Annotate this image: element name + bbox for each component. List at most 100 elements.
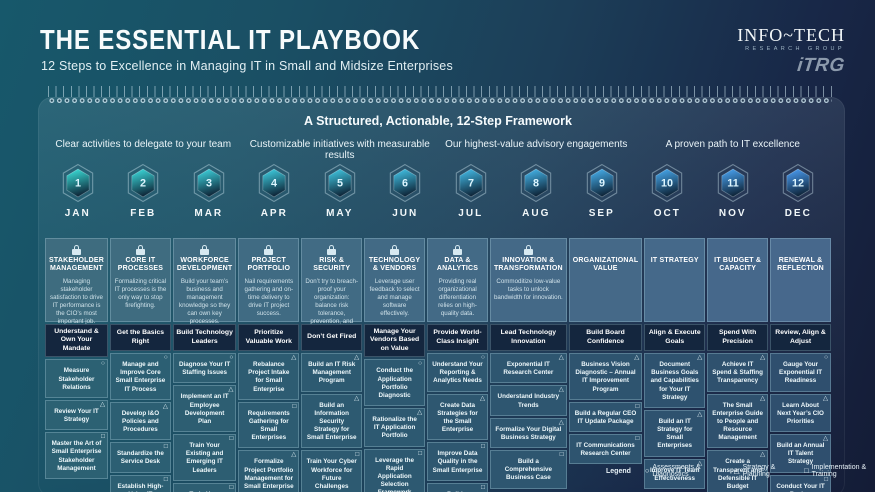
month-column: WORKFORCE DEVELOPMENT Build your team’s … bbox=[172, 238, 237, 492]
month-column: INNOVATION & TRANSFORMATION Commoditize … bbox=[489, 238, 567, 489]
column-headline: Build Board Confidence bbox=[568, 324, 643, 351]
item-text: Formalize Project Portfolio Management f… bbox=[243, 458, 294, 490]
category-header: IT BUDGET & CAPACITY bbox=[707, 238, 769, 322]
category-title: ORGANIZATIONAL VALUE bbox=[572, 257, 639, 273]
item-text: Create a Transparent and Defensible IT B… bbox=[713, 458, 763, 490]
item-marker-icon: ○ bbox=[229, 354, 234, 361]
month-label: JAN bbox=[64, 208, 91, 219]
item-text: The Small Enterprise Guide to People and… bbox=[712, 401, 764, 442]
hexagon-fill bbox=[590, 168, 614, 198]
playbook-item: △ Achieve IT Spend & Staffing Transparen… bbox=[707, 353, 769, 392]
playbook-item: △ Implement an IT Employee Development P… bbox=[172, 385, 237, 433]
category-header: TECHNOLOGY & VENDORS Leverage user feedb… bbox=[364, 238, 426, 322]
item-text: Train Your Cyber Workforce for Future Ch… bbox=[306, 458, 357, 490]
playbook-item: △ Formalize Your Digital Business Strate… bbox=[489, 417, 567, 449]
item-text: Create Data Strategies for the Small Ent… bbox=[437, 401, 478, 434]
category-header: IT STRATEGY bbox=[644, 238, 706, 322]
playbook-item: △ Improve IT Team Effectiveness bbox=[644, 458, 706, 489]
item-text: Establish High-Value IT Performance Dash… bbox=[117, 482, 164, 492]
month-hexagon-badge: 8 bbox=[521, 163, 552, 203]
framework-group-label: A proven path to IT excellence bbox=[665, 139, 800, 150]
hexagon-fill bbox=[524, 168, 548, 198]
item-marker-icon: ○ bbox=[163, 354, 168, 361]
item-text: Build a Comprehensive Business Case bbox=[504, 458, 552, 482]
item-text: Master the Art of Small Enterprise Stake… bbox=[51, 440, 102, 472]
hexagon-fill bbox=[328, 168, 352, 198]
category-header: DATA & ANALYTICS Providing real organiza… bbox=[427, 238, 488, 322]
item-marker-icon: △ bbox=[697, 354, 703, 361]
playbook-item: □ Train Your Cyber Workforce for Future … bbox=[301, 450, 363, 492]
hexagon-outline bbox=[652, 163, 683, 203]
hexagon-outline bbox=[259, 163, 290, 203]
item-marker-icon: △ bbox=[697, 459, 703, 467]
playbook-item: □ Build a Comprehensive Business Case bbox=[489, 450, 567, 489]
item-marker-icon: □ bbox=[559, 451, 564, 459]
column-headline: Understand & Own Your Mandate bbox=[45, 324, 108, 358]
month-hexagon-badge: 2 bbox=[128, 163, 159, 203]
item-text: Build a Regular CEO IT Update Package bbox=[574, 409, 637, 425]
playbook-item: ○ Diagnose Your IT Staffing Issues bbox=[172, 353, 237, 384]
item-marker-icon: △ bbox=[228, 386, 234, 394]
category-title: IT BUDGET & CAPACITY bbox=[714, 257, 762, 273]
column-headline: Spend With Precision bbox=[707, 324, 769, 351]
month-number: 3 bbox=[206, 178, 212, 190]
item-marker-icon: △ bbox=[823, 435, 828, 443]
month-column: ORGANIZATIONAL VALUE Build Board Confide… bbox=[568, 238, 643, 465]
item-text: Document Business Goals and Capabilities… bbox=[650, 361, 699, 401]
category-description: Providing real organizational differenti… bbox=[438, 277, 477, 318]
month-cell: 2 FEB bbox=[111, 163, 177, 219]
item-marker-icon: △ bbox=[354, 394, 360, 402]
item-marker-icon: △ bbox=[634, 354, 640, 361]
category-header: PROJECT PORTFOLIO Nail requirements gath… bbox=[238, 238, 300, 322]
month-column: CORE IT PROCESSES Formalizing critical I… bbox=[109, 238, 171, 492]
item-text: Understand Your Reporting & Analytics Ne… bbox=[432, 361, 483, 385]
month-number: 10 bbox=[661, 178, 673, 190]
item-text: Leverage the Rapid Application Selection… bbox=[375, 456, 415, 492]
month-number: 9 bbox=[599, 178, 605, 190]
category-description: Leverage user feedback to select and man… bbox=[369, 277, 420, 318]
item-text: Build an Annual IT Talent Strategy bbox=[776, 442, 825, 466]
playbook-item: △ Review Your IT Strategy bbox=[45, 399, 108, 431]
item-marker-icon: △ bbox=[99, 400, 105, 408]
category-header: RISK & SECURITY Don’t try to breach-proo… bbox=[301, 238, 363, 333]
month-label: MAR bbox=[194, 208, 224, 219]
category-description: Build your team’s business and managemen… bbox=[178, 277, 231, 326]
item-marker-icon: ○ bbox=[101, 360, 105, 368]
item-marker-icon: △ bbox=[162, 402, 168, 410]
playbook-item: △ Rebalance Project Intake for Small Ent… bbox=[238, 353, 300, 400]
hexagon-outline bbox=[783, 163, 814, 203]
playbook-item: □ Standardize the Service Desk bbox=[109, 442, 171, 473]
category-header: ORGANIZATIONAL VALUE bbox=[568, 238, 643, 322]
category-title: CORE IT PROCESSES bbox=[117, 257, 164, 273]
item-text: Rebalance Project Intake for Small Enter… bbox=[248, 361, 290, 393]
hexagon-fill bbox=[262, 168, 286, 198]
item-text: Gauge Your Exponential IT Readiness bbox=[779, 361, 823, 385]
item-marker-icon: □ bbox=[635, 402, 640, 410]
item-marker-icon: □ bbox=[163, 475, 168, 483]
legend-entry: △ Strategy & Planning bbox=[734, 464, 790, 478]
item-marker-icon: △ bbox=[291, 451, 297, 459]
item-marker-icon: ○ bbox=[418, 360, 423, 368]
playbook-item: △ Create Data Strategies for the Small E… bbox=[427, 393, 488, 441]
playbook-item: □ Requirements Gathering for Small Enter… bbox=[238, 401, 300, 449]
category-description: Nail requirements gathering and on-time … bbox=[244, 277, 294, 318]
month-column: RISK & SECURITY Don’t try to breach-proo… bbox=[301, 238, 363, 492]
column-headline: Build Technology Leaders bbox=[172, 324, 237, 351]
item-text: IT Communications Research Center bbox=[576, 442, 635, 458]
month-column: DATA & ANALYTICS Providing real organiza… bbox=[427, 238, 488, 492]
month-hexagon-badge: 9 bbox=[586, 163, 617, 203]
item-marker-icon: △ bbox=[697, 410, 703, 418]
legend-entry: □ Implementation & Training bbox=[804, 464, 875, 478]
playbook-item: □ Conduct Your IT Review bbox=[770, 474, 831, 492]
playbook-item: △ Document Business Goals and Capabiliti… bbox=[644, 353, 706, 408]
hexagon-outline bbox=[455, 163, 486, 203]
month-number: 2 bbox=[140, 178, 146, 190]
legend-text: Implementation & Training bbox=[811, 464, 867, 478]
item-text: Diagnose Your IT Staffing Issues bbox=[179, 361, 231, 377]
item-marker-icon: △ bbox=[291, 354, 297, 361]
hexagon-outline bbox=[521, 163, 552, 203]
playbook-item: □ Improve Data Quality in the Small Ente… bbox=[427, 442, 488, 481]
month-label: DEC bbox=[784, 208, 812, 219]
lock-icon bbox=[200, 245, 210, 255]
month-column: RENEWAL & REFLECTION Review, Align & Adj… bbox=[770, 238, 831, 492]
